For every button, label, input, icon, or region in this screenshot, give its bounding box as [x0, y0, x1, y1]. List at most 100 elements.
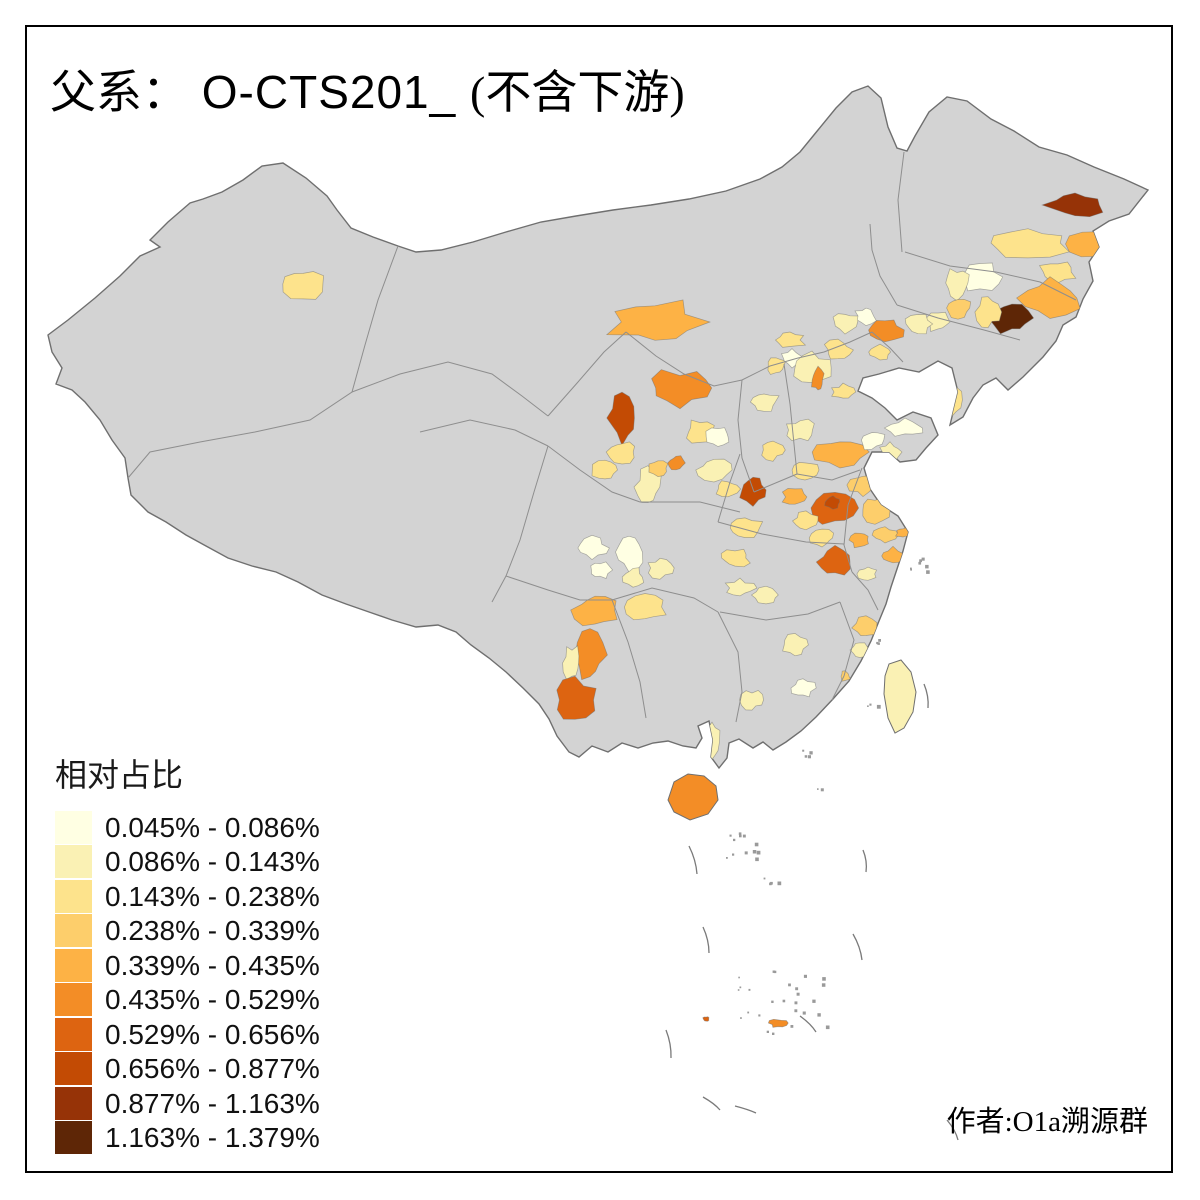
map-region-chongqing — [647, 557, 675, 580]
map-region-wuxi — [871, 526, 899, 544]
title-suffix: (不含下游) — [470, 67, 685, 118]
islet-zhoushan-1 — [919, 559, 922, 563]
islet-hongkong-3 — [802, 749, 805, 752]
province-border-7 — [896, 304, 1021, 341]
legend-label-7: 0.529% - 0.656% — [105, 1018, 320, 1050]
province-border-9 — [737, 379, 755, 493]
islet-xisha-6 — [726, 857, 728, 859]
map-region-huzhou — [815, 544, 851, 576]
islet-nansha-7 — [803, 974, 807, 978]
map-region-jingzhou — [724, 577, 758, 597]
map-region-luliang — [705, 427, 730, 447]
title-prefix: 父系： — [50, 67, 188, 118]
islet-nansha-17 — [772, 1032, 775, 1035]
islet-xisha-1 — [738, 832, 742, 835]
islet-xisha-3 — [744, 851, 748, 855]
map-region-yantai — [883, 417, 924, 437]
map-region-heihe — [1041, 192, 1104, 218]
legend-row-2: 0.086% - 0.143% — [55, 845, 320, 880]
islet-nansha-22 — [747, 1011, 750, 1014]
islet-nansha-18 — [790, 1025, 794, 1028]
map-region-datong — [767, 357, 787, 375]
map-region-heze — [791, 462, 820, 481]
legend-swatch-2 — [55, 845, 92, 879]
province-border-12 — [717, 521, 845, 545]
islet-zhoushan-0 — [918, 561, 922, 565]
islet-zhoushan-3 — [910, 568, 912, 571]
islet-nansha-0 — [748, 988, 751, 991]
sea-boundary-dash-8 — [923, 683, 929, 709]
legend-row-1: 0.045% - 0.086% — [55, 810, 320, 845]
legend-swatch-8 — [55, 1052, 92, 1086]
legend-row-3: 0.143% - 0.238% — [55, 879, 320, 914]
islet-nansha-25 — [812, 999, 816, 1003]
islet-penghu-0 — [867, 705, 869, 707]
legend-row-7: 0.529% - 0.656% — [55, 1017, 320, 1052]
islet-xisha-4 — [752, 850, 757, 854]
islet-nansha-14 — [782, 999, 786, 1003]
hainan-island — [667, 773, 719, 821]
islet-xisha-7 — [754, 842, 759, 847]
map-region-raohe — [1065, 231, 1121, 258]
map-region-tianjin — [831, 382, 857, 399]
legend-row-5: 0.339% - 0.435% — [55, 948, 320, 983]
province-border-10 — [753, 363, 798, 493]
islet-nansha-23 — [740, 1017, 742, 1019]
legend-swatch-5 — [55, 948, 92, 982]
islet-nansha-4 — [758, 1014, 761, 1017]
islet-nansha-6 — [796, 992, 800, 996]
author-credit: 作者:O1a溯源群 — [946, 1106, 1148, 1138]
islet-nansha-10 — [821, 983, 826, 987]
legend-swatch-4 — [55, 914, 92, 948]
province-border-22 — [831, 675, 845, 701]
taiwan-island — [883, 659, 917, 734]
map-region-zhoukou — [791, 510, 819, 531]
legend-row-10: 1.163% - 1.379% — [55, 1121, 320, 1156]
islet-nansha-3 — [788, 983, 791, 987]
islet-nansha-20 — [802, 1011, 806, 1015]
islet-matsu-2 — [877, 642, 880, 645]
map-region-lanzhou — [591, 459, 618, 480]
islet-nansha-24 — [822, 977, 826, 981]
legend-row-8: 0.656% - 0.877% — [55, 1052, 320, 1087]
province-border-4 — [547, 331, 627, 417]
map-region-wuhan — [750, 585, 779, 605]
legend-label-5: 0.339% - 0.435% — [105, 949, 320, 981]
map-region-zunyi — [621, 567, 645, 588]
map-region-chengdu — [577, 534, 610, 561]
islet-xisha-5 — [756, 850, 761, 855]
province-border-5 — [625, 331, 873, 387]
islet-nansha-2 — [737, 989, 740, 991]
legend-row-4: 0.238% - 0.339% — [55, 914, 320, 949]
province-border-0 — [127, 245, 399, 479]
map-region-chaoyang — [854, 307, 877, 326]
province-border-8 — [869, 151, 905, 306]
islet-nansha-9 — [766, 1030, 769, 1033]
islet-zhongsha-3 — [769, 882, 772, 886]
sea-boundary-dash-2 — [665, 1029, 672, 1059]
islet-xisha-2 — [755, 857, 759, 862]
map-region-xiangyang — [720, 548, 751, 568]
map-region-xian — [695, 458, 733, 483]
legend: 相对占比 0.045% - 0.086% 0.086% - 0.143% 0.143… — [55, 750, 320, 1155]
sea-islands-and-dashes-layer — [665, 557, 959, 1141]
province-border-2 — [419, 419, 549, 447]
islet-zhoushan-5 — [910, 567, 912, 570]
islet-xisha-11 — [742, 834, 746, 838]
islet-nansha-11 — [771, 1000, 774, 1003]
map-region-mudanjiang — [1016, 276, 1081, 319]
sea-boundary-dash-6 — [852, 933, 863, 961]
map-region-guangzhou — [739, 689, 764, 711]
province-border-17 — [611, 587, 743, 723]
map-region-nanchang — [782, 633, 809, 657]
map-region-songyuan — [946, 298, 972, 320]
legend-swatch-6 — [55, 983, 92, 1017]
province-border-20 — [505, 575, 612, 601]
province-border-19 — [547, 445, 641, 503]
map-title: 父系： O-CTS201_ (不含下游) — [50, 56, 685, 122]
province-border-18 — [640, 501, 741, 513]
sea-boundary-dash-4 — [734, 1105, 757, 1114]
islet-zhongsha-0 — [777, 881, 782, 886]
legend-label-4: 0.238% - 0.339% — [105, 915, 320, 947]
map-region-chuxiong — [562, 645, 580, 681]
